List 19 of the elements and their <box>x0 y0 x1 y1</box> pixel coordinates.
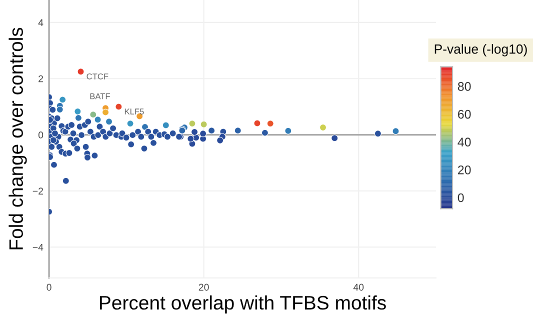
color-bar-label: 20 <box>458 166 471 174</box>
color-bar-label: 0 <box>458 193 464 202</box>
color-bar-label: 40 <box>458 138 471 147</box>
annotation: KLF5 <box>124 108 144 114</box>
x-tick-label: 0 <box>46 284 52 291</box>
y-tick-label: 2 <box>38 75 43 82</box>
color-bar-label: 80 <box>458 82 471 91</box>
annotation: CTCF <box>86 73 108 80</box>
y-axis-title: Fold change over controls <box>8 28 27 250</box>
y-tick-label: −4 <box>32 244 44 251</box>
x-tick-label: 20 <box>198 284 209 291</box>
x-tick-label: 40 <box>353 284 364 291</box>
y-tick-label: 4 <box>38 19 44 26</box>
y-tick-label: 0 <box>38 132 44 138</box>
x-axis-title: Percent overlap with TFBS motifs <box>100 295 386 314</box>
color-bar-title: P-value (-log10) <box>434 44 527 56</box>
annotation: BATF <box>90 93 110 100</box>
color-bar-label: 60 <box>458 110 471 119</box>
y-tick-label: −2 <box>32 188 43 194</box>
